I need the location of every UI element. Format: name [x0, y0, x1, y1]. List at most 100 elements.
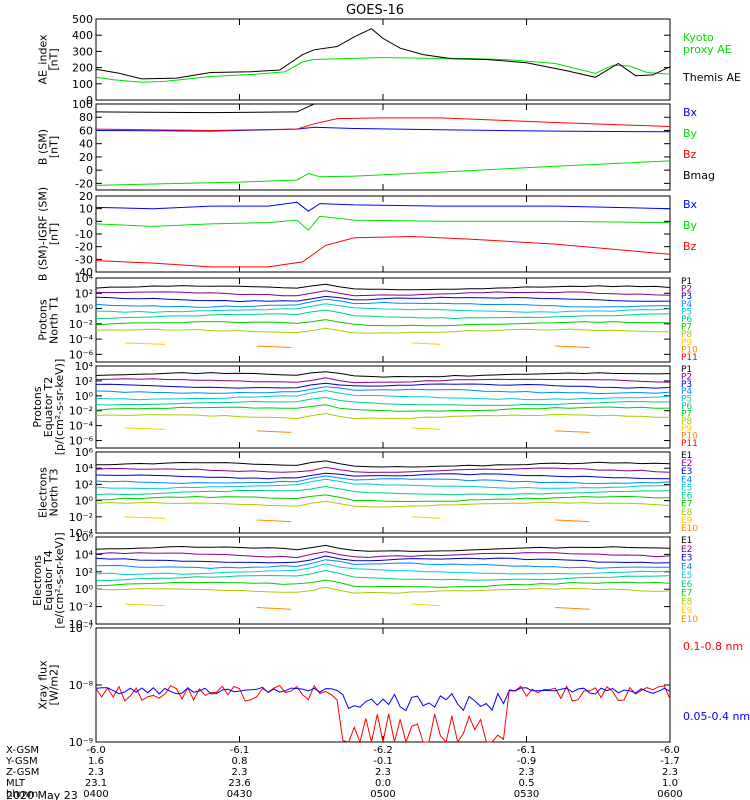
flux-line-5	[95, 478, 671, 489]
channel-label: E5	[681, 483, 692, 493]
channel-label: P8	[681, 417, 692, 427]
ytick-label: 10⁰	[75, 303, 94, 316]
ytick-label: 100	[72, 78, 93, 91]
ylabel: [nT]	[48, 136, 61, 158]
axis-value: 2.3	[519, 767, 535, 778]
ylabel: Electrons	[37, 467, 50, 518]
channel-label: P10	[681, 345, 698, 355]
series-line-themis-ae	[95, 28, 671, 80]
ytick-label: 0	[86, 94, 93, 107]
channel-label: E7	[681, 589, 692, 599]
axis-value: 0600	[657, 789, 682, 800]
ylabel: Equator T2	[42, 377, 55, 437]
ylabel: [nT]	[48, 223, 61, 245]
channel-label: E8	[681, 597, 693, 607]
flux-line-2	[95, 377, 671, 384]
ytick-label: 200	[72, 62, 93, 75]
axis-value: 0.0	[375, 778, 391, 789]
flux-line-6	[95, 396, 671, 406]
series-line-by	[95, 215, 671, 231]
ytick-label: 10⁴	[75, 462, 94, 475]
axis-value: -0.9	[517, 756, 537, 767]
ytick-label: 100	[72, 98, 93, 111]
flux-segment	[256, 345, 292, 348]
flux-line-3	[95, 382, 671, 389]
ytick-label: 300	[72, 45, 93, 58]
panel-frame	[95, 627, 671, 743]
ytick-label: 10⁻⁴	[69, 618, 94, 631]
ytick-label: 10⁻⁸	[69, 679, 94, 692]
series-line-bx	[95, 201, 671, 212]
flux-line-6	[95, 485, 671, 496]
flux-line-4	[95, 298, 670, 308]
axis-row-label: Y-GSM	[5, 756, 38, 767]
legend-label: Bx	[683, 106, 698, 119]
flux-line-6	[95, 309, 671, 320]
chart-title: GOES-16	[346, 3, 404, 18]
flux-line-7	[95, 404, 671, 412]
ytick-label: 10⁻²	[69, 405, 93, 418]
flux-segment	[555, 430, 590, 433]
channel-label: E10	[681, 615, 698, 625]
ytick-label: 10⁴	[75, 360, 94, 373]
ytick-label: 60	[79, 124, 93, 137]
axis-value: 1.6	[88, 756, 104, 767]
ylabel: Protons	[31, 386, 44, 427]
series-line-0.05-0.4-nm	[95, 686, 671, 712]
series-line-0.1-0.8-nm	[95, 684, 671, 744]
series-line-kyoto-proxy-ae	[95, 57, 671, 83]
ytick-label: -20	[75, 241, 93, 254]
legend-label: By	[683, 219, 698, 232]
ylabel: Xray flux	[37, 660, 50, 710]
flux-segment	[411, 603, 441, 607]
channel-label: E10	[681, 524, 698, 534]
ylabel: [e/(cm²-s-sr-keV)]	[53, 532, 66, 628]
channel-label: P1	[681, 365, 692, 375]
ytick-label: 10⁻²	[69, 601, 93, 614]
flux-segment	[411, 516, 441, 519]
ytick-label: 10⁻²	[69, 511, 93, 524]
ytick-label: -30	[75, 253, 93, 266]
ytick-label: 500	[72, 13, 93, 26]
flux-line-4	[95, 386, 671, 395]
channel-label: P6	[681, 402, 692, 412]
axis-value: 0530	[514, 789, 539, 800]
channel-label: E7	[681, 500, 692, 510]
flux-line-8	[95, 586, 671, 594]
ytick-label: 10⁰	[75, 495, 94, 508]
ytick-label: -10	[75, 228, 93, 241]
axis-value: 0400	[83, 789, 108, 800]
channel-label: E3	[681, 554, 692, 564]
legend-label: By	[683, 127, 698, 140]
ytick-label: 10²	[75, 566, 93, 579]
panel-frame	[95, 18, 671, 101]
legend-label: Kyoto	[683, 31, 714, 44]
ytick-label: 20	[79, 151, 93, 164]
flux-line-3	[95, 472, 671, 480]
ytick-label: 400	[72, 29, 93, 42]
ytick-label: 10⁶	[75, 531, 94, 544]
axis-value: -6.0	[660, 745, 680, 756]
flux-line-4	[95, 475, 671, 485]
series-line-bmag	[95, 103, 670, 114]
ytick-label: 10⁻⁴	[69, 333, 94, 346]
flux-line-8	[95, 327, 671, 334]
axis-value: -0.1	[373, 756, 393, 767]
ytick-label: 10⁶	[75, 446, 94, 459]
ytick-label: 10⁻⁹	[69, 736, 93, 749]
ytick-label: 10⁻⁶	[69, 348, 94, 361]
channel-label: P11	[681, 353, 698, 363]
axis-row-label: Z-GSM	[6, 767, 39, 778]
legend-label: proxy AE	[683, 43, 732, 56]
flux-segment	[124, 603, 165, 607]
legend-label: Bmag	[683, 169, 715, 182]
ylabel: Electrons	[31, 555, 44, 606]
axis-value: 2.3	[232, 767, 248, 778]
ytick-label: 10	[79, 203, 93, 216]
axis-value: 2.3	[662, 767, 678, 778]
ytick-label: 10⁻⁴	[69, 420, 94, 433]
ytick-label: 10⁰	[75, 583, 94, 596]
channel-label: P1	[681, 277, 692, 287]
